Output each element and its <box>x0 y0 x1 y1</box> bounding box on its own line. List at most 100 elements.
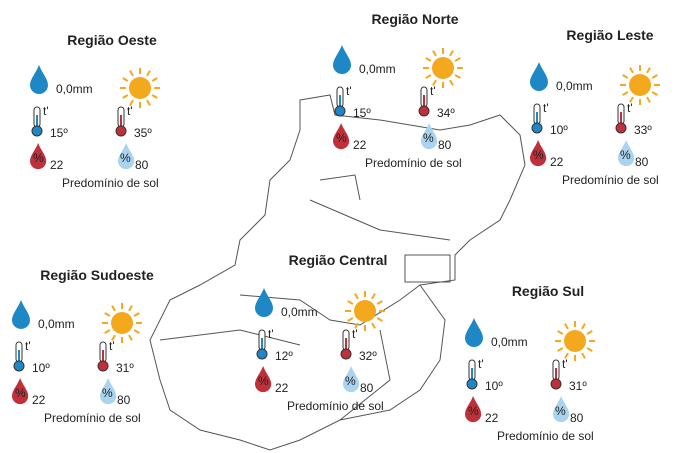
sun-ray <box>622 91 629 96</box>
rain: 0,0mm <box>56 82 93 96</box>
humidity-symbol: % <box>345 374 356 388</box>
sun-ray <box>151 77 158 82</box>
rain: 0,0mm <box>556 79 593 93</box>
humidity-symbol: % <box>102 386 113 400</box>
humidity-max: 80 <box>117 393 131 407</box>
humidity-min-icon <box>465 396 482 423</box>
humidity-symbol: % <box>120 151 131 165</box>
thermometer-fill <box>261 338 263 352</box>
sun-ray <box>129 70 134 77</box>
humidity-max: 80 <box>570 411 584 425</box>
humidity-symbol: % <box>258 374 269 388</box>
sun-ray <box>122 94 129 99</box>
sun-ray <box>629 67 634 74</box>
thermometer-fill <box>536 112 538 126</box>
thermometer-bulb <box>256 348 268 360</box>
temp-max: 34º <box>437 106 455 120</box>
sun-ray <box>432 79 437 86</box>
thermometer-bulb <box>97 360 109 372</box>
thermometer-bulb <box>115 125 127 137</box>
sun-ray <box>146 70 151 77</box>
sun <box>629 74 651 96</box>
forecast: Predomínio de sol <box>44 411 141 425</box>
sun-ray <box>629 96 634 103</box>
humidity-max-icon <box>421 123 438 150</box>
humidity-min: 22 <box>32 393 46 407</box>
temp-min: 15º <box>50 126 68 140</box>
sun-ray <box>128 334 133 341</box>
sun <box>111 312 133 334</box>
thermometer-label: t' <box>43 104 49 118</box>
sun-ray <box>586 347 593 352</box>
sun-ray <box>425 74 432 79</box>
sun-ray <box>557 347 564 352</box>
sun-ray <box>347 300 354 305</box>
humidity-min: 22 <box>485 411 499 425</box>
region-title: Região Sudoeste <box>40 267 154 283</box>
rain-icon <box>12 300 30 329</box>
forecast: Predomínio de sol <box>62 176 159 190</box>
humidity-min-icon <box>255 366 272 393</box>
temp-max: 32º <box>359 349 377 363</box>
rain-icon <box>255 288 273 317</box>
thermometer-bulb <box>340 348 352 360</box>
thermometer-fill <box>555 368 557 382</box>
sun-ray <box>581 323 586 330</box>
temp-min: 10º <box>32 361 50 375</box>
humidity-min-icon <box>333 123 350 150</box>
sun-ray <box>564 323 569 330</box>
sun-ray <box>557 330 564 335</box>
thermometer-bulb <box>550 378 562 390</box>
sun-ray <box>133 329 140 334</box>
humidity-symbol: % <box>468 404 479 418</box>
sun-ray <box>104 312 111 317</box>
rain-icon <box>333 45 351 74</box>
sun-ray <box>128 305 133 312</box>
thermometer-label: t' <box>109 339 115 353</box>
sun-ray <box>371 322 376 329</box>
humidity-min: 22 <box>50 158 64 172</box>
humidity-symbol: % <box>423 131 434 145</box>
humidity-symbol: % <box>620 148 631 162</box>
humidity-min: 22 <box>550 155 564 169</box>
temp-max: 31º <box>569 379 587 393</box>
thermometer-bulb <box>531 122 543 134</box>
humidity-symbol: % <box>533 148 544 162</box>
temp-max: 35º <box>134 126 152 140</box>
region-title: Região Norte <box>371 11 458 27</box>
forecast: Predomínio de sol <box>287 399 384 413</box>
sun-ray <box>449 50 454 57</box>
sun-ray <box>151 94 158 99</box>
region-title: Região Central <box>289 252 388 268</box>
humidity-max: 80 <box>438 138 452 152</box>
sun <box>432 57 454 79</box>
thermometer-bulb <box>13 360 25 372</box>
thermometer-bulb <box>466 378 478 390</box>
sun-ray <box>646 67 651 74</box>
thermometer-label: t' <box>562 357 568 371</box>
forecast: Predomínio de sol <box>365 156 462 170</box>
humidity-max-icon <box>618 140 635 167</box>
sun-ray <box>146 99 151 106</box>
thermometer-fill <box>345 338 347 352</box>
sun-ray <box>122 77 129 82</box>
forecast: Predomínio de sol <box>562 173 659 187</box>
region-title: Região Sul <box>512 283 584 299</box>
sun <box>129 77 151 99</box>
sun-ray <box>564 352 569 359</box>
sun-ray <box>376 317 383 322</box>
region-title: Região Leste <box>566 27 653 43</box>
thermometer-fill <box>18 350 20 364</box>
humidity-max: 80 <box>360 381 374 395</box>
humidity-max: 80 <box>635 155 649 169</box>
rain-icon <box>30 65 48 94</box>
humidity-min-icon <box>12 378 29 405</box>
thermometer-label: t' <box>627 101 633 115</box>
sun <box>354 300 376 322</box>
thermometer-label: t' <box>430 84 436 98</box>
rain: 0,0mm <box>38 317 75 331</box>
humidity-min: 22 <box>353 138 367 152</box>
humidity-symbol: % <box>336 131 347 145</box>
temp-max: 31º <box>116 361 134 375</box>
humidity-min-icon <box>530 140 547 167</box>
